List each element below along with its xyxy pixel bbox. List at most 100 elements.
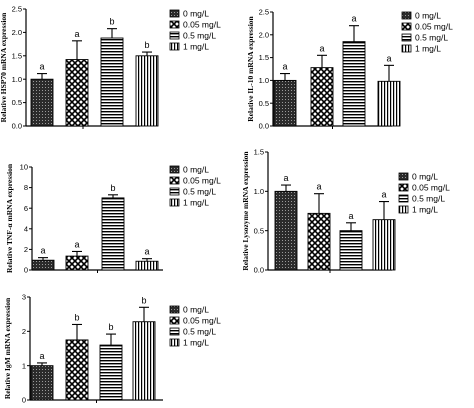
- y-tick-label: 0.0: [254, 266, 264, 275]
- significance-letter: a: [319, 43, 324, 53]
- legend-label: 0 mg/L: [415, 11, 441, 21]
- bar-4: [377, 80, 401, 127]
- chart-panel-3: 0 2 4 6 8 10 Relative TNF-α mRNA expression a a b…: [5, 163, 221, 275]
- y-tick-label: 1: [22, 361, 26, 370]
- significance-letter: b: [144, 40, 149, 50]
- significance-letter: a: [74, 29, 79, 39]
- legend-swatch: [169, 327, 180, 336]
- bar-4: [372, 219, 396, 271]
- y-tick-label: 1.0: [259, 76, 269, 85]
- significance-letter: a: [381, 190, 386, 200]
- y-tick-label: 0.0: [12, 122, 22, 131]
- bar-4: [132, 321, 156, 401]
- bar-2: [307, 212, 331, 271]
- significance-letter: a: [386, 53, 391, 63]
- significance-letter: a: [282, 62, 287, 72]
- significance-letter: a: [39, 62, 44, 72]
- legend-swatch: [398, 194, 409, 203]
- significance-letter: a: [39, 351, 44, 361]
- bar-3: [101, 197, 125, 271]
- legend-swatch: [169, 176, 180, 185]
- y-tick-label: 1.5: [259, 53, 269, 62]
- y-tick-label: 4: [24, 224, 28, 233]
- legend-swatch: [401, 22, 412, 31]
- y-tick-label: 0: [24, 266, 28, 275]
- bar-3: [100, 37, 124, 127]
- legend-label: 0.5 mg/L: [183, 31, 216, 41]
- y-tick-label: 1.0: [12, 75, 22, 84]
- y-tick-label: 2: [22, 327, 26, 336]
- bar-4: [135, 55, 159, 127]
- y-tick-label: 2: [24, 245, 28, 254]
- significance-letter: a: [283, 173, 288, 183]
- legend-label: 0 mg/L: [183, 165, 209, 175]
- bar-1: [274, 190, 298, 271]
- y-tick-label: 1.0: [254, 187, 264, 196]
- bar-2: [65, 59, 89, 127]
- bar-4: [135, 260, 159, 271]
- significance-letter: a: [74, 239, 79, 249]
- legend-swatch: [398, 205, 409, 214]
- bar-1: [30, 78, 54, 127]
- significance-letter: a: [348, 211, 353, 221]
- legend-swatch: [401, 33, 412, 42]
- y-axis-label: Relative IL-10 mRNA expression: [246, 15, 255, 121]
- significance-letter: b: [108, 322, 113, 332]
- legend-label: 0.05 mg/L: [183, 316, 221, 326]
- legend-label: 0.05 mg/L: [412, 183, 450, 193]
- legend-swatch: [169, 338, 180, 347]
- legend-swatch: [169, 187, 180, 196]
- legend-swatch: [169, 316, 180, 325]
- y-tick-label: 0.5: [259, 99, 269, 108]
- y-tick-label: 2.5: [12, 5, 22, 14]
- significance-letter: a: [316, 182, 321, 192]
- y-tick-label: 0.5: [12, 98, 22, 107]
- bar-1: [273, 79, 297, 127]
- legend-label: 0.05 mg/L: [415, 22, 453, 32]
- chart-panel-5: 0 1 2 3 Relative IgM mRNA expression a b b b 0 mg…: [3, 293, 221, 405]
- significance-letter: a: [351, 14, 356, 24]
- legend-label: 0.5 mg/L: [183, 187, 216, 197]
- significance-letter: b: [74, 312, 79, 322]
- y-tick-label: 3: [22, 293, 26, 302]
- significance-letter: a: [144, 247, 149, 257]
- chart-panel-1: 0.0 0.5 1.0 1.5 2.0 2.5 Relative HSP70 mRNA ex…: [0, 5, 221, 131]
- bar-1: [31, 259, 55, 271]
- significance-letter: b: [141, 295, 146, 305]
- legend-label: 0.05 mg/L: [183, 176, 221, 186]
- legend-swatch: [169, 305, 180, 314]
- y-tick-label: 6: [24, 204, 28, 213]
- legend-swatch: [401, 44, 412, 53]
- legend-label: 1 mg/L: [183, 338, 209, 348]
- legend-swatch: [169, 31, 180, 40]
- chart-panel-4: 0.0 0.5 1.0 1.5 Relative Lysozyme mRNA expre…: [241, 148, 450, 275]
- legend-label: 0.5 mg/L: [412, 194, 445, 204]
- y-axis-label: Relative TNF-α mRNA expression: [5, 163, 14, 273]
- chart-panel-2: 0.0 0.5 1.0 1.5 2.0 2.5 Relative IL-10 mRNA ex…: [246, 8, 453, 131]
- y-tick-label: 0.5: [254, 226, 264, 235]
- legend-label: 1 mg/L: [412, 205, 438, 215]
- legend-label: 1 mg/L: [183, 198, 209, 208]
- y-tick-label: 1.5: [12, 51, 22, 60]
- y-axis-label: Relative HSP70 mRNA expression: [0, 12, 8, 122]
- bar-2: [310, 67, 334, 127]
- legend-swatch: [169, 198, 180, 207]
- y-tick-label: 8: [24, 183, 28, 192]
- bar-2: [65, 255, 89, 271]
- y-tick-label: 2.0: [259, 30, 269, 39]
- legend-label: 1 mg/L: [183, 42, 209, 52]
- legend-swatch: [401, 11, 412, 20]
- significance-letter: a: [40, 246, 45, 256]
- legend-label: 0.05 mg/L: [183, 20, 221, 30]
- legend-label: 0 mg/L: [183, 9, 209, 19]
- legend-label: 1 mg/L: [415, 44, 441, 54]
- legend-swatch: [169, 20, 180, 29]
- legend-swatch: [169, 165, 180, 174]
- bar-2: [65, 339, 89, 401]
- y-axis-label: Relative IgM mRNA expression: [3, 297, 12, 399]
- bar-1: [30, 365, 54, 401]
- bar-3: [99, 344, 123, 401]
- y-tick-label: 2.5: [259, 8, 269, 17]
- y-tick-label: 0.0: [259, 122, 269, 131]
